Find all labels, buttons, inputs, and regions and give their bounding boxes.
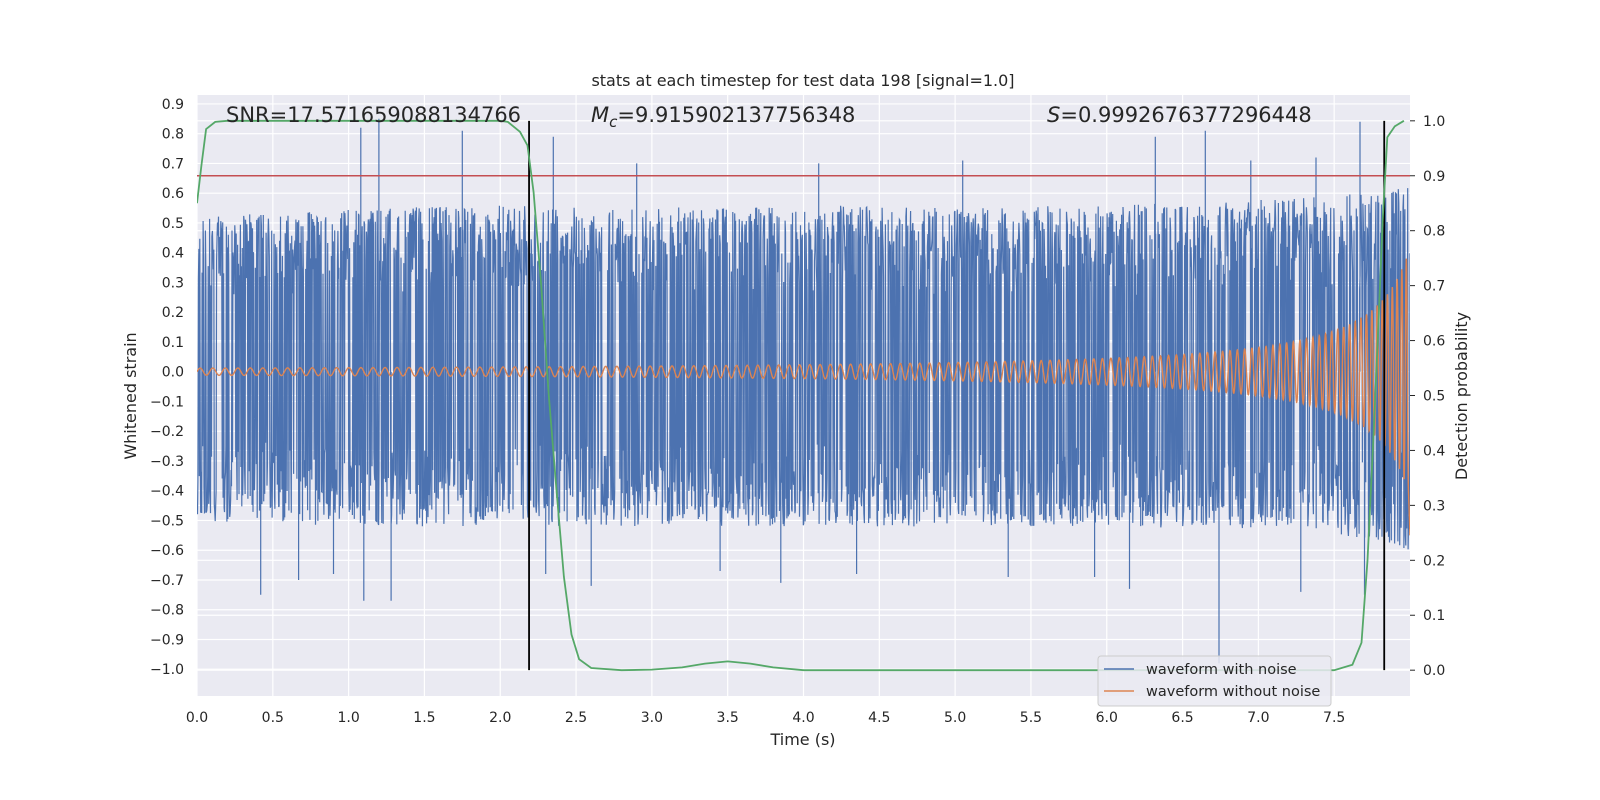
y-tick-label: −0.4	[150, 484, 184, 500]
x-tick-label: 4.5	[868, 710, 890, 726]
y2-tick-label: 0.0	[1423, 663, 1445, 679]
vertical-markers	[528, 120, 1386, 671]
series-waveform-with-noise	[197, 118, 1410, 664]
x-tick-label: 7.0	[1247, 710, 1269, 726]
legend-label-waveform-with-noise: waveform with noise	[1146, 662, 1297, 678]
y2-tick-label: 1.0	[1423, 114, 1445, 130]
y-tick-label: 0.6	[162, 186, 184, 202]
x-tick-label: 6.0	[1096, 710, 1118, 726]
y-tick-label: 0.8	[162, 127, 184, 143]
y-tick-label: 0.7	[162, 156, 184, 172]
x-tick-label: 4.0	[792, 710, 814, 726]
y-tick-label: 0.5	[162, 216, 184, 232]
x-tick-label: 1.0	[337, 710, 359, 726]
chirp-mass-value: =9.915902137756348	[617, 103, 855, 127]
y-axis-label: Whitened strain	[121, 332, 140, 459]
y2-tick-label: 0.7	[1423, 279, 1445, 295]
x-tick-label: 2.5	[565, 710, 587, 726]
chart-title: stats at each timestep for test data 198…	[591, 71, 1014, 90]
x-axis-label: Time (s)	[769, 730, 835, 749]
legend-box	[1097, 655, 1332, 707]
chirp-mass-annotation: Mc=9.915902137756348	[591, 103, 855, 131]
x-tick-label: 5.0	[944, 710, 966, 726]
y-tick-label: 0.9	[162, 97, 184, 113]
x-tick-label: 7.5	[1323, 710, 1345, 726]
y2-tick-labels: 1.0 0.9 0.8 0.7 0.6 0.5 0.4 0.3 0.2 0.1 0.0	[1410, 114, 1445, 679]
y2-tick-label: 0.2	[1423, 553, 1445, 569]
y-tick-label: 0.0	[162, 365, 184, 381]
y-tick-label: −0.2	[150, 424, 184, 440]
y2-tick-label: 0.8	[1423, 224, 1445, 240]
series-waveform-without-noise	[197, 258, 1410, 536]
x-tick-label: 3.5	[717, 710, 739, 726]
y-tick-label: −0.6	[150, 543, 184, 559]
y-tick-label: 0.3	[162, 275, 184, 291]
y2-tick-label: 0.6	[1423, 334, 1445, 350]
y2-tick-label: 0.9	[1423, 169, 1445, 185]
overlap-symbol: S	[1047, 103, 1060, 127]
x-tick-label: 5.5	[1020, 710, 1042, 726]
snr-annotation: SNR=17.571659088134766	[226, 103, 521, 127]
y2-tick-label: 0.3	[1423, 498, 1445, 514]
y-tick-label: −0.7	[150, 573, 184, 589]
y2-tick-label: 0.1	[1423, 608, 1445, 624]
y-tick-label: −0.8	[150, 603, 184, 619]
x-tick-label: 2.0	[489, 710, 511, 726]
chirp-mass-symbol: M	[591, 103, 609, 127]
overlap-annotation: S=0.9992676377296448	[1047, 103, 1312, 127]
x-tick-label: 0.0	[186, 710, 208, 726]
legend: waveform with noise waveform without noi…	[1097, 655, 1332, 707]
y-tick-label: 0.2	[162, 305, 184, 321]
x-tick-label: 6.5	[1171, 710, 1193, 726]
x-tick-label: 1.5	[413, 710, 435, 726]
plot-layer	[197, 118, 1410, 672]
x-tick-label: 3.0	[641, 710, 663, 726]
chirp-mass-subscript: c	[609, 113, 618, 131]
x-tick-labels: 0.0 0.5 1.0 1.5 2.0 2.5 3.0 3.5 4.0 4.5 5.0 5.5 6.0 6…	[186, 710, 1345, 726]
y-tick-label: −0.3	[150, 454, 184, 470]
y-tick-labels: 0.9 0.8 0.7 0.6 0.5 0.4 0.3 0.2 0.1 0.0 −0.1 −0.2 −0…	[150, 97, 184, 678]
y-tick-label: −0.1	[150, 394, 184, 410]
y-tick-label: −0.5	[150, 513, 184, 529]
overlap-value: =0.9992676377296448	[1060, 103, 1311, 127]
y2-tick-label: 0.5	[1423, 389, 1445, 405]
y-tick-label: −1.0	[150, 662, 184, 678]
y-tick-label: −0.9	[150, 632, 184, 648]
legend-label-waveform-without-noise: waveform without noise	[1146, 684, 1320, 700]
y-tick-label: 0.4	[162, 246, 184, 262]
y2-tick-label: 0.4	[1423, 443, 1445, 459]
series-detection-probability	[197, 119, 1405, 672]
y2-axis-label: Detection probability	[1452, 312, 1471, 480]
y-tick-label: 0.1	[162, 335, 184, 351]
x-tick-label: 0.5	[262, 710, 284, 726]
